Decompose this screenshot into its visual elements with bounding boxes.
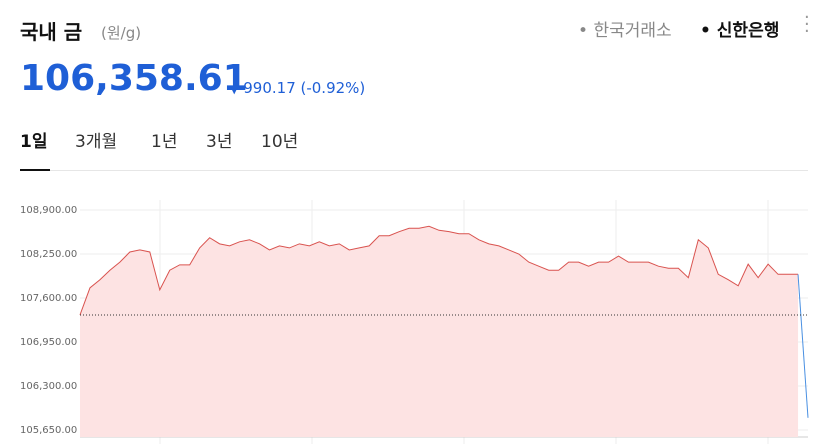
source-name: 한국거래소 <box>593 21 672 41</box>
change-value: 990.17 (-0.92%) <box>243 79 366 97</box>
price-line <box>79 225 799 316</box>
y-tick-label: 105,650.00 <box>20 425 77 436</box>
price: 106,358.61 <box>20 58 248 99</box>
tab[interactable]: 3년 <box>206 132 233 152</box>
menu-icon[interactable]: · · · <box>804 7 810 42</box>
change: ▼ 990.17 (-0.92%) <box>230 79 366 97</box>
source[interactable]: • 신한은행 <box>700 21 780 41</box>
unit: (원/g) <box>101 24 142 42</box>
tab[interactable]: 1일 <box>20 132 48 152</box>
tab[interactable]: 3개월 <box>75 132 118 152</box>
y-tick-label: 106,950.00 <box>20 337 77 348</box>
title: 국내 금 <box>20 20 83 44</box>
y-tick-label: 106,300.00 <box>20 381 77 392</box>
latest-drop <box>797 274 809 418</box>
area <box>80 226 799 437</box>
y-tick-label: 107,600.00 <box>20 293 77 304</box>
tab[interactable]: 1년 <box>151 132 178 152</box>
y-tick-label: 108,900.00 <box>20 205 77 216</box>
tab-underline <box>20 169 50 171</box>
tab[interactable]: 10년 <box>261 132 299 152</box>
source[interactable]: • 한국거래소 <box>578 21 672 41</box>
tab-border <box>20 170 808 171</box>
source-name: 신한은행 <box>716 21 780 41</box>
y-tick-label: 108,250.00 <box>20 249 77 260</box>
